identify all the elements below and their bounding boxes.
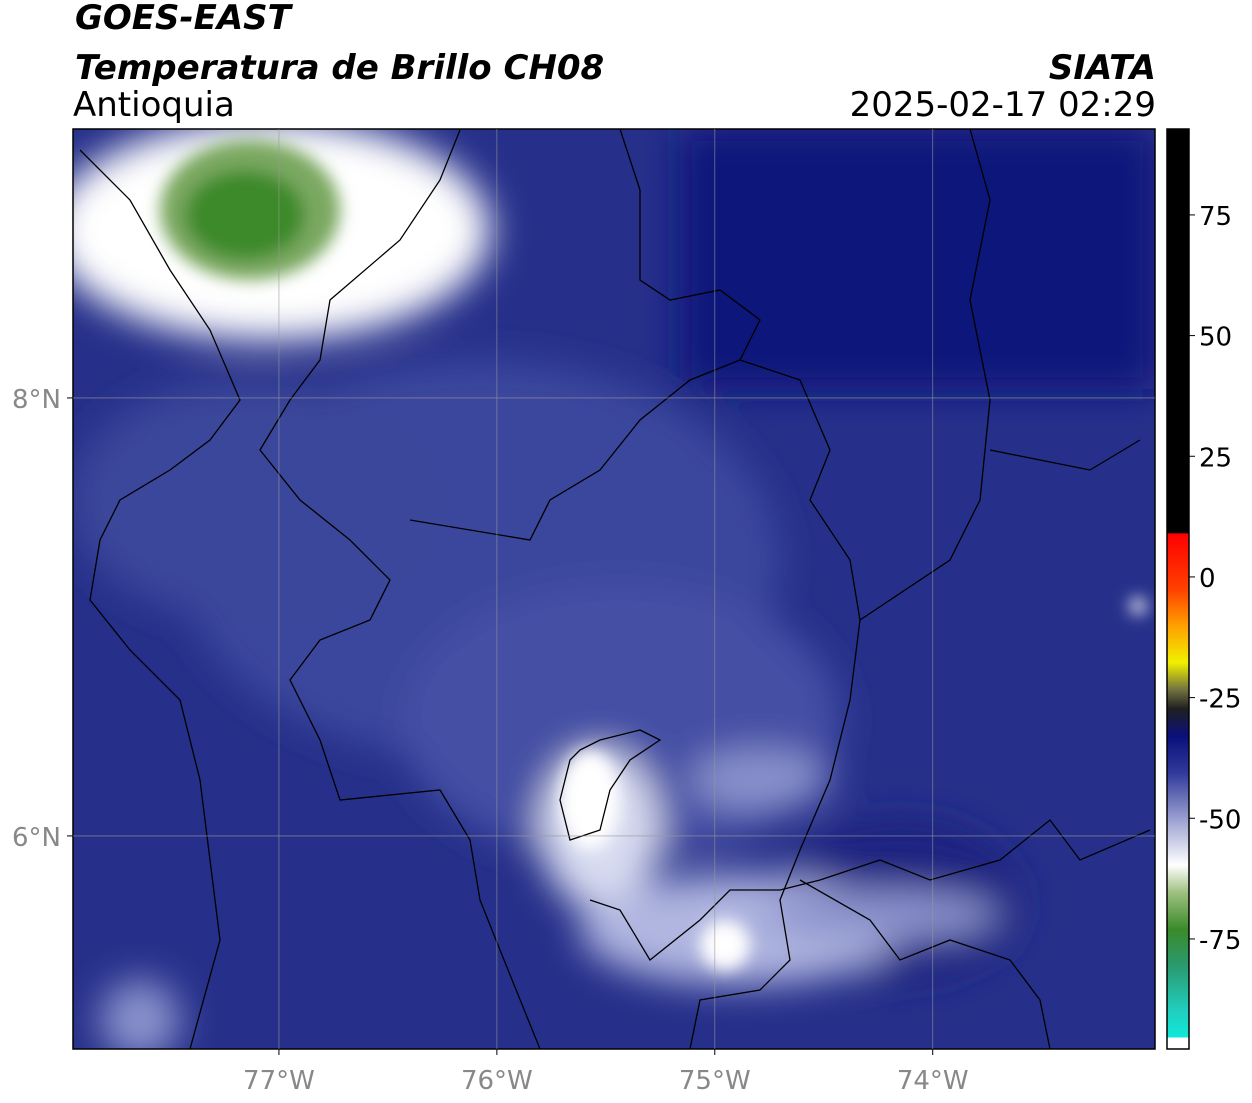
colorbar-tick-label: -75 [1199,926,1241,956]
region: Antioquia [73,85,235,125]
colorbar-tick-label: -25 [1199,685,1241,715]
x-tick-label: 76°W [461,1066,533,1096]
map-frame [72,128,1156,1050]
y-tick-label: 6°N [12,823,61,853]
colorbar-tick-label: 50 [1199,323,1232,353]
colorbar-tick-label: -50 [1199,805,1241,835]
imagery [73,129,1155,1049]
colorbar-tick-label: 25 [1199,443,1232,473]
x-tick-label: 77°W [243,1066,315,1096]
y-tick-label: 8°N [12,385,61,415]
title: GOES-EAST [75,0,294,38]
colorbar-tick-label: 75 [1199,202,1232,232]
subtitle: Temperatura de Brillo CH08 [75,48,604,88]
colorbar-tick-label: 0 [1199,564,1216,594]
colorbar [1166,128,1190,1050]
borders [79,129,1151,1049]
x-tick-label: 74°W [897,1066,969,1096]
source: SIATA [1049,48,1156,88]
datetime: 2025-02-17 02:29 [850,85,1156,125]
x-tick-label: 75°W [679,1066,751,1096]
